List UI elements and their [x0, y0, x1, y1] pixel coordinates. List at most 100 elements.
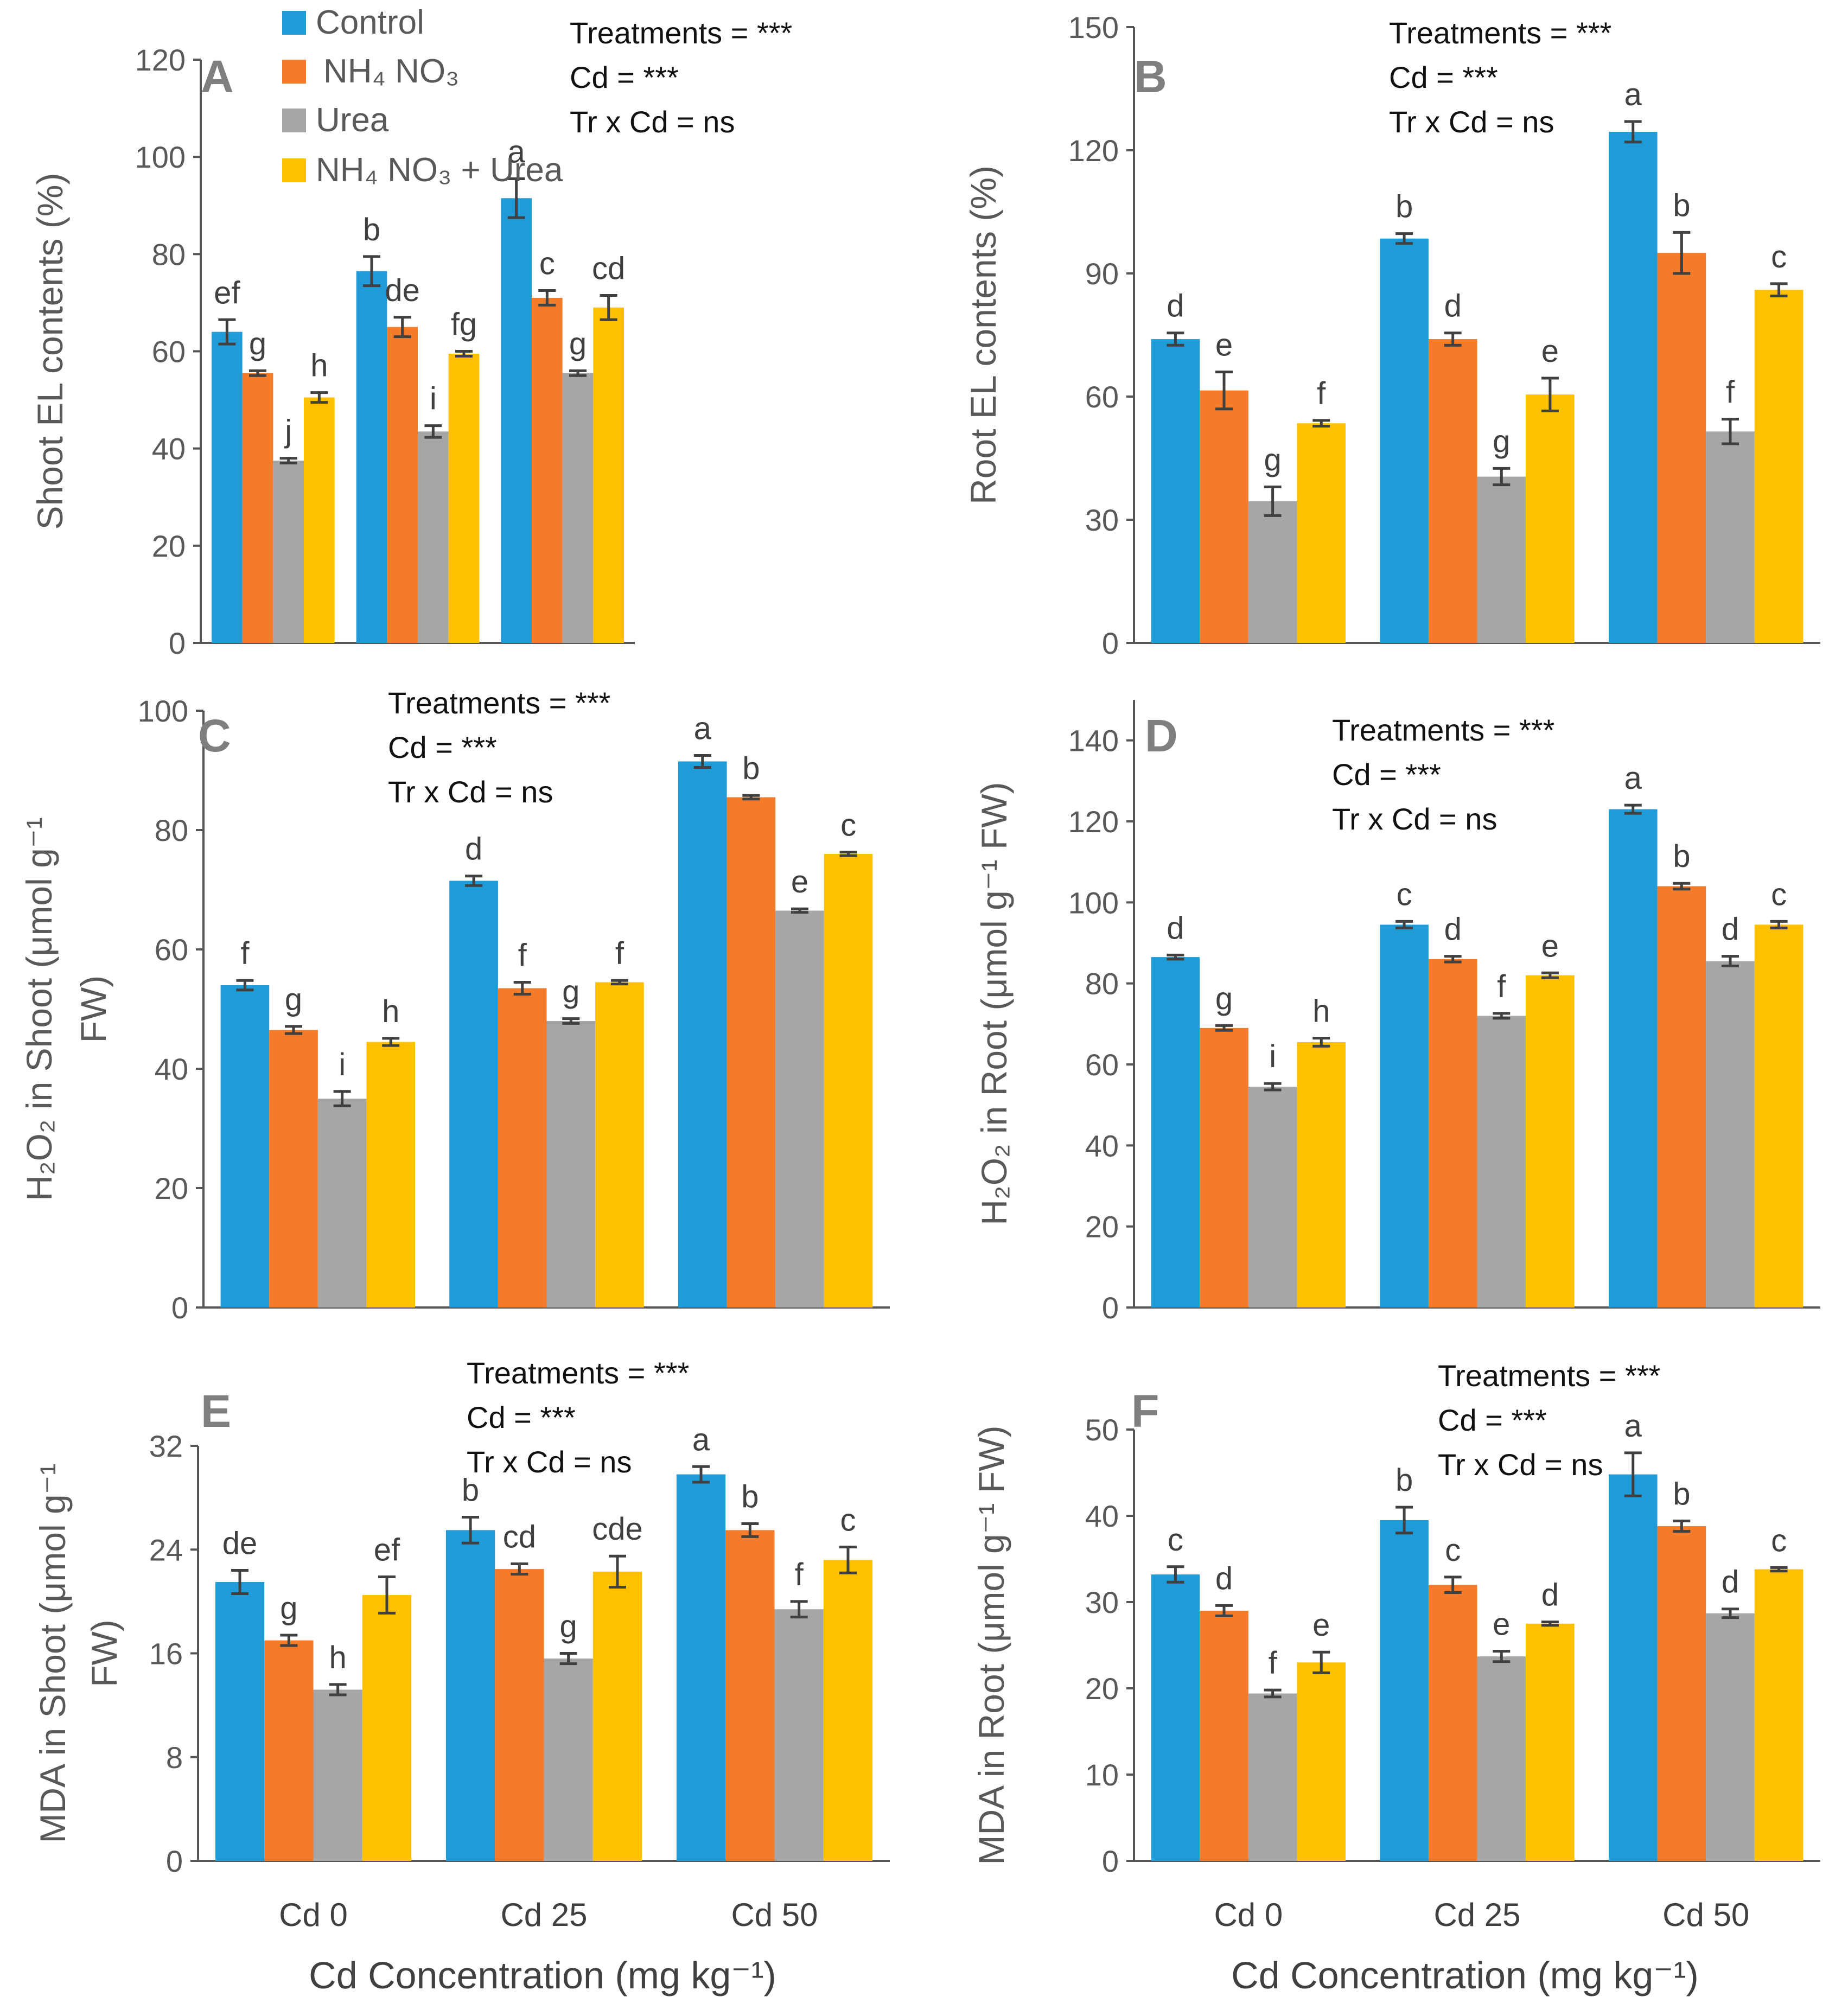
stats-annotation-f: Tr x Cd = ns	[1438, 1447, 1603, 1482]
significance-letter-d: g	[1215, 981, 1233, 1016]
significance-letter-f: b	[1395, 1463, 1413, 1498]
y-tick-label-b: 90	[1085, 257, 1119, 291]
legend-label-control: Control	[316, 4, 424, 41]
y-tick-label-e: 8	[166, 1740, 183, 1775]
bar-d	[1657, 886, 1706, 1307]
category-label-e: Cd 0	[279, 1897, 348, 1933]
significance-letter-c: f	[240, 936, 250, 971]
significance-letter-a: fg	[451, 307, 477, 342]
y-axis-title-f: MDA in Root (μmol g⁻¹ FW)	[971, 1426, 1011, 1865]
bar-c	[220, 985, 270, 1307]
chart-panel-d: 0 20 40 60 80 100 120 140 H₂O₂ in Root (μmol g⁻¹…	[974, 700, 1820, 1325]
bar-e	[264, 1640, 314, 1861]
significance-letter-d: c	[1397, 877, 1412, 912]
stats-annotation-c: Cd = ***	[388, 730, 497, 764]
y-axis-title-a: Shoot EL contents (%)	[30, 173, 70, 530]
significance-letter-c: f	[518, 938, 527, 973]
y-tick-label-d: 120	[1068, 805, 1119, 839]
significance-letter-e: ef	[374, 1532, 400, 1567]
significance-letter-f: d	[1722, 1565, 1739, 1600]
bar-c	[317, 1099, 367, 1307]
category-label-f: Cd 0	[1214, 1897, 1283, 1933]
significance-letter-e: g	[280, 1591, 297, 1626]
bar-e	[592, 1571, 642, 1861]
y-tick-label-f: 50	[1085, 1413, 1119, 1447]
y-tick-label-f: 40	[1085, 1499, 1119, 1533]
bar-b	[1380, 238, 1429, 643]
panel-letter-e: E	[201, 1386, 231, 1437]
significance-letter-a: j	[284, 414, 292, 449]
bar-b	[1297, 423, 1346, 643]
y-tick-label-c: 0	[171, 1291, 188, 1325]
bar-e	[495, 1569, 544, 1861]
significance-letter-c: d	[465, 832, 482, 867]
bar-c	[727, 797, 776, 1307]
significance-letter-e: c	[840, 1502, 856, 1538]
bar-d	[1428, 959, 1477, 1307]
significance-letter-f: b	[1673, 1477, 1690, 1512]
significance-letter-d: f	[1497, 969, 1506, 1004]
bar-d	[1151, 957, 1200, 1307]
significance-letter-b: e	[1215, 328, 1233, 363]
significance-letter-f: e	[1493, 1607, 1510, 1642]
y-tick-label-d: 60	[1085, 1048, 1119, 1082]
bar-a	[387, 327, 418, 643]
bar-b	[1706, 431, 1755, 643]
significance-letter-f: f	[1269, 1645, 1278, 1681]
legend-label-nh4no3-urea: NH₄ NO₃ + Urea	[316, 151, 563, 189]
chart-panel-a: 0 20 40 60 80 100 120 Shoot EL contents (%) A Tre…	[30, 16, 792, 660]
x-axis-title-right: Cd Concentration (mg kg⁻¹)	[1231, 1954, 1699, 1996]
bar-b	[1200, 390, 1248, 643]
significance-letter-c: a	[694, 711, 712, 747]
significance-letter-f: c	[1168, 1522, 1183, 1558]
y-tick-label-f: 20	[1085, 1672, 1119, 1706]
significance-letter-d: d	[1167, 910, 1184, 946]
bar-e	[544, 1658, 593, 1861]
y-tick-label-b: 60	[1085, 380, 1119, 414]
y-axis-title-c: H₂O₂ in Shoot (μmol g⁻¹	[19, 817, 59, 1201]
bar-e	[215, 1582, 265, 1861]
bar-e	[676, 1474, 726, 1861]
significance-letter-c: g	[285, 982, 302, 1017]
panel-letter-c: C	[198, 710, 231, 761]
significance-letter-c: i	[339, 1047, 346, 1082]
significance-letter-e: g	[560, 1609, 577, 1644]
bar-d	[1477, 1016, 1526, 1307]
bar-b	[1608, 131, 1658, 643]
legend-swatch-nh4no3	[282, 60, 306, 84]
y-tick-label-e: 0	[166, 1844, 183, 1878]
y-tick-label-b: 120	[1068, 133, 1119, 168]
bar-a	[501, 198, 532, 643]
y-axis-title-e-line2: FW)	[84, 1619, 124, 1687]
significance-letter-a: ef	[214, 275, 240, 310]
y-tick-label-d: 140	[1068, 724, 1119, 758]
bar-d	[1754, 924, 1804, 1307]
significance-letter-f: c	[1445, 1533, 1461, 1568]
chart-panel-c: 0 20 40 60 80 100 H₂O₂ in Shoot (μmol g⁻¹ FW) C T…	[19, 686, 890, 1325]
category-label-f: Cd 50	[1662, 1897, 1749, 1933]
bar-f	[1151, 1574, 1200, 1861]
category-label-e: Cd 50	[731, 1897, 818, 1933]
bar-a	[593, 307, 624, 643]
y-tick-label-d: 100	[1068, 885, 1119, 920]
significance-letter-b: f	[1726, 375, 1735, 410]
bar-b	[1754, 290, 1804, 643]
legend-swatch-urea	[282, 109, 306, 132]
y-tick-label-b: 30	[1085, 503, 1119, 537]
bar-c	[498, 988, 547, 1307]
bar-a	[356, 271, 387, 643]
y-tick-label-e: 16	[149, 1637, 183, 1671]
significance-letter-e: h	[329, 1640, 347, 1675]
significance-letter-d: b	[1673, 839, 1690, 874]
bar-e	[445, 1530, 495, 1861]
y-tick-label-a: 0	[169, 626, 186, 660]
bar-b	[1428, 339, 1477, 643]
category-label-f: Cd 25	[1433, 1897, 1520, 1933]
significance-letter-f: d	[1215, 1561, 1233, 1596]
significance-letter-a: h	[310, 348, 328, 384]
bar-d	[1380, 924, 1429, 1307]
y-tick-label-c: 100	[138, 694, 188, 728]
stats-annotation-c: Treatments = ***	[388, 686, 610, 720]
bar-a	[448, 353, 480, 643]
